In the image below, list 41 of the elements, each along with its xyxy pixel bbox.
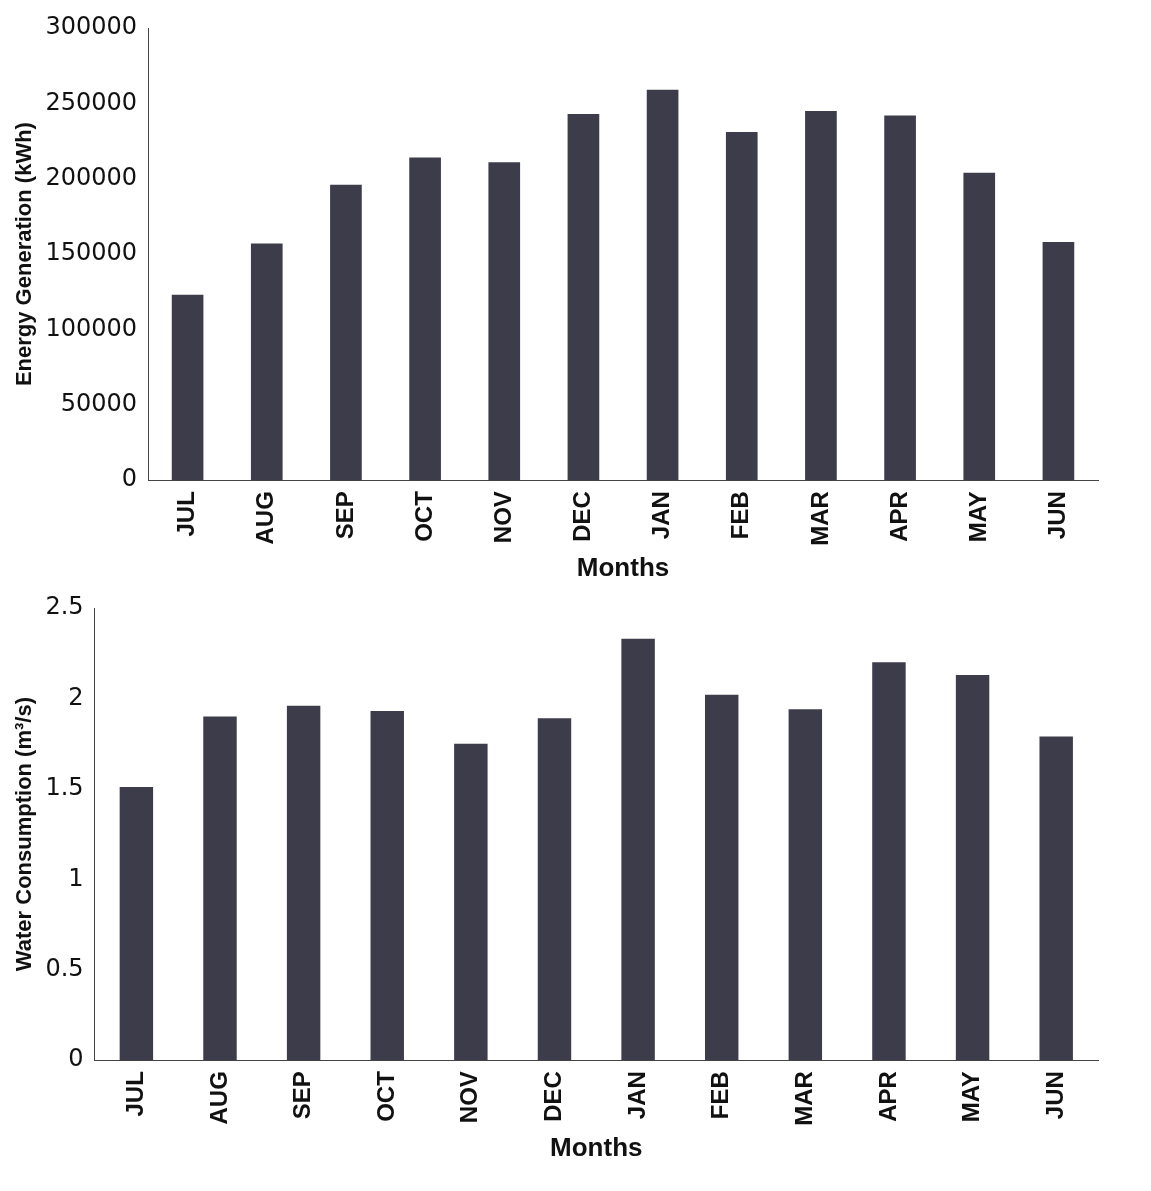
x-tick-label: JAN [622, 1071, 650, 1120]
x-tick-label: SEP [288, 1071, 316, 1120]
y-tick-label: 2.5 [45, 592, 84, 621]
x-tick-label: NOV [488, 491, 516, 544]
x-tick-label: DEC [539, 1071, 567, 1122]
x-tick-label: OCT [371, 1070, 399, 1122]
y-tick-label: 1 [68, 863, 84, 892]
x-tick-label: JUL [121, 1071, 148, 1117]
x-tick-label: MAR [805, 491, 833, 546]
y-tick-label: 1.5 [45, 773, 84, 802]
x-tick-label: NOV [455, 1071, 483, 1124]
y-tick-label: 0.5 [45, 953, 84, 982]
y-tick-label: 100000 [45, 313, 138, 342]
y-tick-label: 250000 [45, 87, 138, 116]
x-tick-label: FEB [706, 1071, 734, 1120]
x-tick-label: SEP [330, 491, 358, 540]
x-tick-label: JUN [1043, 491, 1071, 540]
x-tick-label: MAR [789, 1071, 817, 1126]
x-tick-label: JUN [1040, 1071, 1068, 1120]
x-tick-label: MAY [957, 1071, 985, 1123]
y-tick-label: 300000 [45, 12, 138, 41]
x-tick-label: JUL [172, 491, 200, 537]
y-tick-label: 0 [121, 464, 138, 493]
x-tick-label: FEB [726, 491, 754, 540]
x-axis-title: Months [576, 551, 670, 582]
y-tick-label: 0 [68, 1044, 84, 1073]
x-tick-label: APR [884, 491, 912, 542]
y-tick-label: 2 [68, 682, 84, 711]
x-tick-label: JAN [647, 491, 675, 540]
x-tick-label: DEC [568, 491, 596, 542]
x-tick-label: OCT [409, 490, 437, 542]
y-axis-title: Water Consumption (m³/s) [11, 696, 37, 972]
y-tick-label: 150000 [45, 238, 138, 267]
x-tick-label: AUG [204, 1071, 232, 1125]
x-axis-title: Months [550, 1131, 643, 1162]
x-tick-label: APR [873, 1071, 901, 1122]
x-tick-label: MAY [963, 491, 991, 543]
y-tick-label: 200000 [45, 162, 138, 191]
x-tick-label: AUG [251, 491, 279, 545]
y-tick-label: 50000 [60, 389, 138, 418]
y-axis-title: Energy Generation (kWh) [11, 122, 37, 387]
